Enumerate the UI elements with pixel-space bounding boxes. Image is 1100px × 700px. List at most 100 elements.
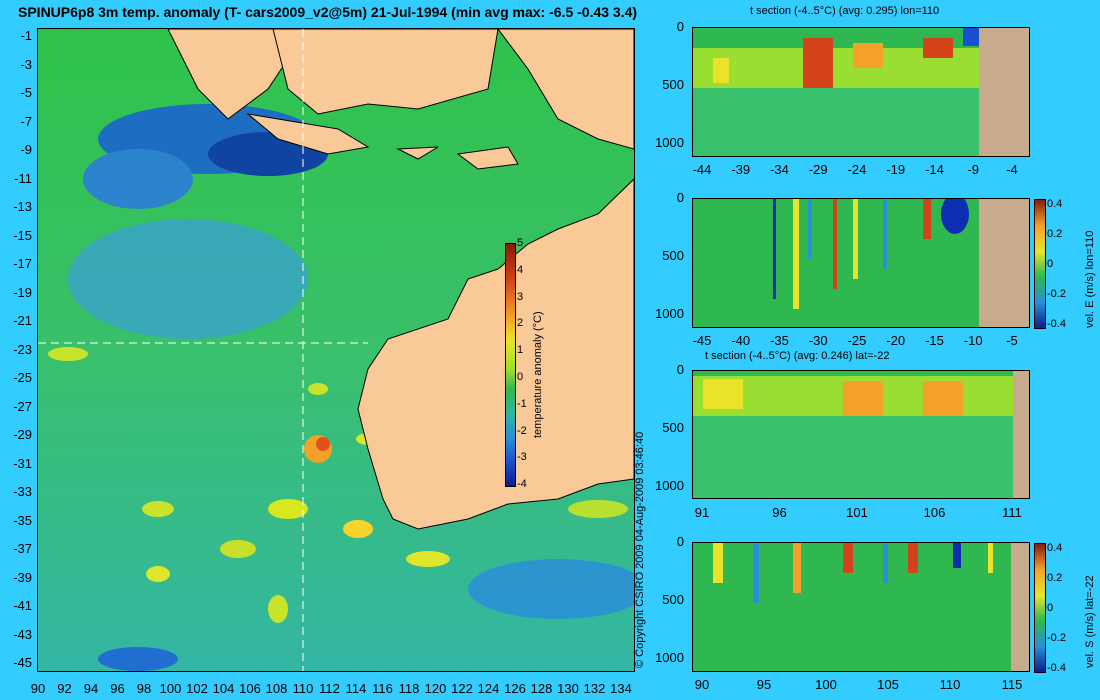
colorbar-tick-label: 0 [1047,602,1054,614]
x-tick-label: -20 [886,333,906,348]
lon-tick-label: 94 [83,681,99,696]
lat-tick-label: -37 [13,541,32,556]
x-tick-label: -39 [731,162,751,177]
lat-tick-label: -39 [13,569,32,585]
x-tick-label: -44 [692,162,712,177]
lat-tick-label: -21 [13,313,32,328]
lat-tick-label: -15 [13,227,32,243]
lon-tick-label: 114 [345,681,367,696]
depth-tick-label: 0 [676,190,684,205]
x-tick-label: -35 [770,333,789,348]
colorbar-tick-label: 2 [517,317,524,330]
panel-4-canvas [693,543,1029,671]
x-tick-label: -5 [1006,333,1018,348]
lon-tick-label: 116 [372,681,393,696]
colorbar-tick-label: -0.4 [1047,662,1066,674]
page-title: SPINUP6p8 3m temp. anomaly (T- cars2009_… [18,4,638,20]
lat-tick-label: -41 [13,598,32,613]
lat-tick-label: -7 [20,113,32,129]
lon-tick-label: 122 [451,681,473,696]
lon-tick-label: 106 [239,681,261,696]
lat-tick-label: -23 [13,341,32,357]
panel-4-colorbar [1034,543,1046,673]
lat-tick-label: -45 [13,655,32,670]
colorbar-tick-label: -0.2 [1047,632,1066,644]
land-indonesia [167,29,634,170]
lat-tick-label: -11 [14,170,32,186]
lon-tick-label: 92 [57,681,72,696]
lon-tick-label: 102 [186,681,208,696]
lat-tick-label: -29 [13,427,32,442]
depth-tick-label: 1000 [655,306,684,321]
land-australia [357,178,634,530]
colorbar-tick-label: 0 [517,371,524,383]
lat-tick-label: -35 [13,512,32,528]
copyright: © Copyright CSIRO 2009 04-Aug-2009 03:46… [634,431,646,668]
colorbar-tick-label: 0 [1047,258,1054,270]
colorbar-tick-label: -1 [517,397,527,410]
colorbar-tick-label: 3 [517,290,524,303]
panel-4-plot[interactable] [692,542,1030,672]
lon-tick-label: 90 [30,681,46,696]
x-tick-label: -24 [847,162,867,177]
x-tick-label: 110 [939,677,961,692]
depth-tick-label: 1000 [655,478,684,493]
x-tick-label: -45 [692,333,712,348]
x-tick-label: -9 [967,162,980,177]
x-tick-label: 90 [694,677,710,692]
lon-tick-label: 108 [265,681,288,696]
x-tick-label: 105 [877,677,899,692]
map-canvas [38,29,634,671]
x-tick-label: -30 [808,333,828,348]
lat-tick-label: -43 [13,626,32,642]
x-tick-label: -29 [808,162,828,177]
x-tick-label: -25 [847,333,867,348]
lon-tick-label: 120 [424,681,447,696]
x-tick-label: -10 [963,333,983,348]
lat-tick-label: -19 [13,284,32,300]
x-tick-label: 106 [923,505,946,520]
map-panel[interactable] [37,28,635,672]
lat-tick-label: -9 [20,142,32,157]
colorbar-tick-label: 5 [517,237,524,249]
lon-tick-label: 98 [136,681,152,696]
lon-tick-label: 124 [477,681,500,696]
lat-tick-label: -33 [13,484,32,499]
crosshair [38,29,368,671]
lat-tick-label: -5 [20,85,32,100]
lon-tick-label: 118 [398,681,420,696]
x-tick-label: 91 [694,505,710,520]
depth-tick-label: 1000 [655,650,684,665]
lat-tick-label: -25 [13,370,32,385]
colorbar-tick-label: 4 [517,263,524,276]
colorbar-tick-label: -0.2 [1047,288,1066,300]
lat-tick-label: -31 [13,455,32,471]
lat-tick-label: -1 [20,28,32,43]
main-colorbar [505,243,516,487]
panel-2-plot[interactable] [692,198,1030,328]
colorbar-tick-label: -0.4 [1047,318,1066,330]
x-tick-label: -4 [1006,162,1018,177]
lon-tick-label: 112 [319,681,340,696]
colorbar-tick-label: 0.4 [1047,198,1063,210]
x-tick-label: 111 [1002,505,1022,520]
colorbar-tick-label: 0.4 [1047,542,1063,554]
lat-tick-label: -27 [13,398,32,414]
main-colorbar-label: temperature anomaly (°C) [532,311,544,438]
panel-3-plot[interactable] [692,370,1030,499]
x-tick-label: 115 [1001,677,1023,692]
lon-tick-label: 130 [557,681,579,696]
lat-tick-label: -17 [13,256,32,271]
colorbar-tick-label: -3 [517,451,527,464]
lon-tick-label: 134 [610,681,632,696]
x-tick-label: -34 [770,162,789,177]
panel-1-plot[interactable] [692,27,1030,157]
x-tick-label: -14 [925,162,944,177]
lon-tick-label: 110 [292,681,314,696]
colorbar-tick-label: 0.2 [1047,572,1063,584]
panel-3-canvas [693,371,1029,498]
depth-tick-label: 0 [676,19,684,34]
colorbar-tick-label: -4 [517,478,527,491]
x-tick-label: 95 [756,677,772,692]
x-tick-label: -40 [731,333,751,348]
